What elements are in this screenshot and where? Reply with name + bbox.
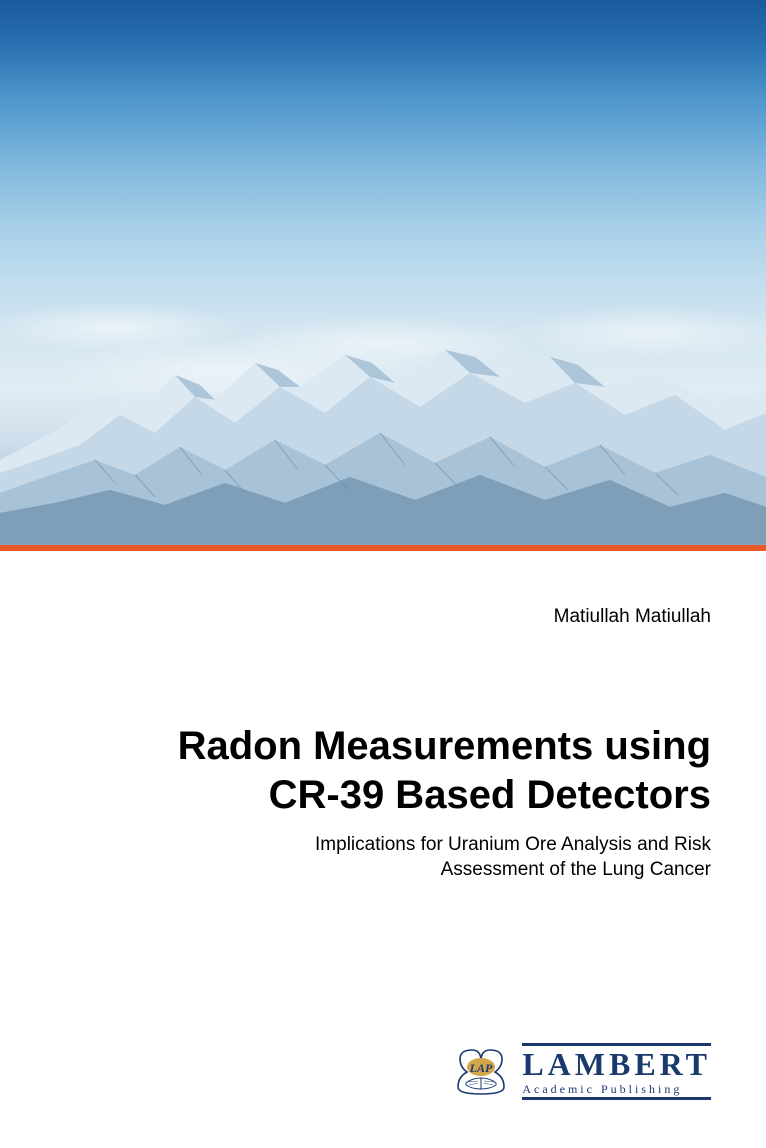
title-line-1: Radon Measurements using <box>50 722 711 771</box>
cover-photo <box>0 0 766 545</box>
content-area: Matiullah Matiullah Radon Measurements u… <box>0 551 766 883</box>
book-subtitle: Implications for Uranium Ore Analysis an… <box>50 832 711 883</box>
mountains-layer <box>0 316 766 545</box>
publisher-name: LAMBERT <box>522 1048 711 1080</box>
publisher-logo: LAP LAMBERT Academic Publishing <box>452 1043 711 1100</box>
book-cover: Matiullah Matiullah Radon Measurements u… <box>0 0 766 1148</box>
mountain-svg <box>0 316 766 545</box>
author-name: Matiullah Matiullah <box>50 606 711 628</box>
title-line-2: CR-39 Based Detectors <box>50 771 711 820</box>
publisher-text-block: LAMBERT Academic Publishing <box>522 1043 711 1100</box>
subtitle-line-1: Implications for Uranium Ore Analysis an… <box>50 832 711 858</box>
subtitle-line-2: Assessment of the Lung Cancer <box>50 857 711 883</box>
badge-text: LAP <box>469 1061 493 1075</box>
publisher-badge-icon: LAP <box>452 1047 510 1095</box>
book-title: Radon Measurements using CR-39 Based Det… <box>50 722 711 820</box>
publisher-tagline: Academic Publishing <box>522 1082 711 1096</box>
